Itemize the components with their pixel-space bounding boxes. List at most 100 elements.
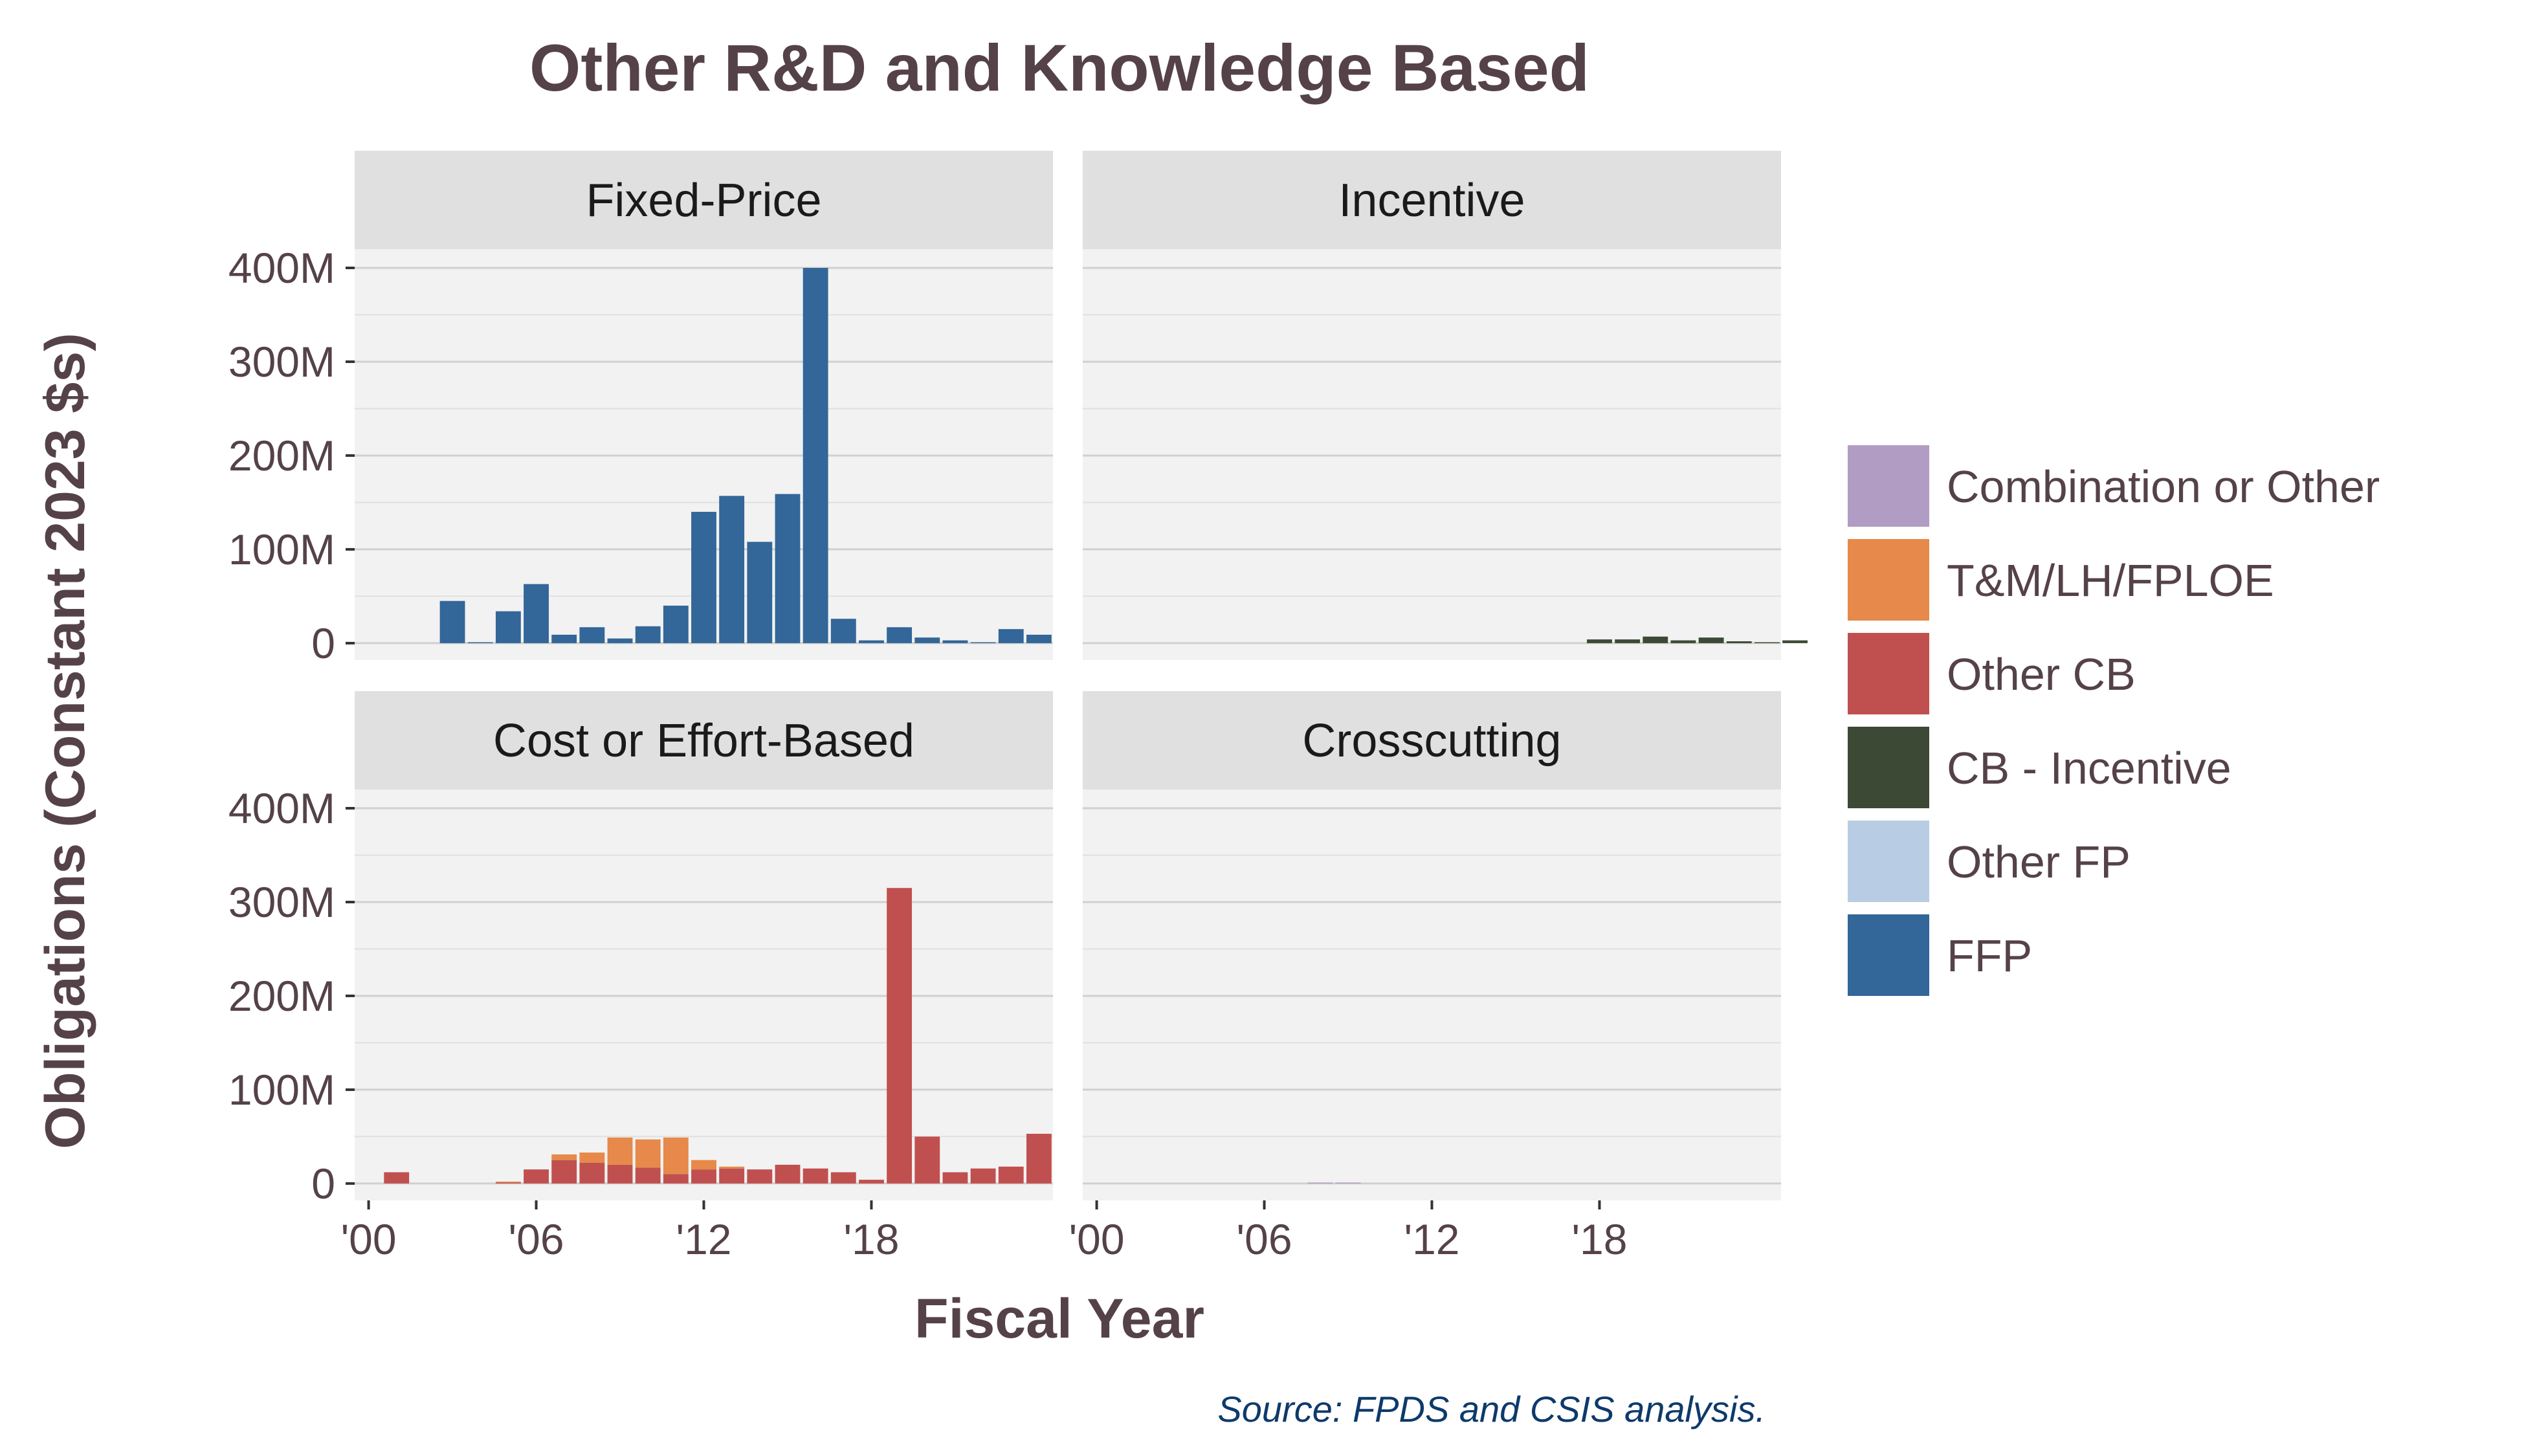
x-axis-title: Fiscal Year [914, 1288, 1204, 1350]
bar-cb-incentive-2022 [1698, 637, 1724, 643]
bar-other-cb-2013 [719, 1168, 745, 1184]
bar-other-cb-2015 [775, 1164, 801, 1184]
legend-label: Combination or Other [1947, 461, 2380, 512]
panel-strip [1083, 691, 1781, 789]
bar-ffp-2021 [942, 640, 968, 643]
bar-other-cb-2017 [830, 1172, 856, 1184]
bar-ffp-2006 [524, 584, 549, 643]
bar-other-cb-2022 [970, 1168, 996, 1184]
x-tick-label: '06 [1237, 1215, 1292, 1263]
bar-ffp-2018 [859, 640, 884, 643]
bar-other-cb-2010 [635, 1167, 661, 1184]
bar-cb-incentive-2025 [1782, 640, 1808, 643]
legend: Combination or Other T&M/LH/FPLOE Other CB… [1844, 441, 2380, 1000]
panel-strip [355, 691, 1053, 789]
legend-key-combination-or-other [1844, 441, 1933, 531]
chart-title: Other R&D and Knowledge Based [529, 31, 1589, 105]
bar-other-cb-2018 [859, 1180, 884, 1184]
source-caption: Source: FPDS and CSIS analysis. [1217, 1389, 1766, 1429]
bar-other-cb-2016 [803, 1168, 828, 1184]
legend-key-t-m-lh-fploe [1844, 535, 1933, 624]
facet-panels: Fixed-Price 0 100M 200M 300M 400M Incentive Cos… [228, 151, 1808, 1263]
bar-other-cb-2012 [691, 1169, 716, 1184]
bar-other-cb-2024 [1026, 1134, 1052, 1184]
panel-fixed-price: Fixed-Price 0 100M 200M 300M 400M [228, 151, 1053, 667]
legend-label: Other FP [1947, 837, 2131, 887]
bar-t-m-lh-fploe-2012 [691, 1160, 716, 1170]
bar-t-m-lh-fploe-2013 [719, 1166, 745, 1169]
panel-strip-label: Incentive [1338, 175, 1525, 226]
x-tick-label: '18 [1571, 1215, 1627, 1263]
bar-ffp-2012 [691, 511, 716, 643]
panel-strip [1083, 151, 1781, 249]
y-tick-label: 100M [228, 525, 335, 573]
legend-key-other-cb [1844, 629, 1933, 718]
legend-label: CB - Incentive [1947, 743, 2231, 793]
bar-other-cb-2011 [663, 1174, 689, 1184]
y-tick-label: 200M [228, 972, 335, 1020]
x-tick-label: '00 [1069, 1215, 1125, 1263]
bar-ffp-2003 [439, 601, 465, 643]
legend-label: FFP [1947, 931, 2032, 981]
bar-t-m-lh-fploe-2007 [551, 1154, 577, 1160]
bar-other-cb-2023 [998, 1166, 1024, 1184]
bar-ffp-2023 [998, 629, 1024, 643]
y-tick-label: 0 [311, 1160, 335, 1208]
panel-strip-label: Cost or Effort-Based [493, 715, 914, 767]
panel-strip-label: Crosscutting [1302, 715, 1561, 767]
bar-ffp-2011 [663, 605, 689, 643]
bar-ffp-2015 [775, 494, 801, 643]
bar-cb-incentive-2020 [1643, 636, 1668, 643]
bar-cb-incentive-2018 [1587, 639, 1612, 643]
bar-ffp-2009 [607, 638, 633, 643]
bar-cb-incentive-2019 [1615, 639, 1641, 643]
bar-other-cb-2020 [914, 1136, 940, 1184]
bar-ffp-2010 [635, 626, 661, 643]
panel-incentive: Incentive [1083, 151, 1808, 660]
panel-cost-or-effort-based: Cost or Effort-Based 0 100M 200M 300M 400M '00… [228, 691, 1053, 1263]
bar-cb-incentive-2023 [1726, 641, 1752, 643]
bar-ffp-2008 [579, 627, 605, 643]
bar-ffp-2020 [914, 637, 940, 643]
bar-t-m-lh-fploe-2010 [635, 1139, 661, 1168]
legend-key-cb-incentive [1844, 723, 1933, 812]
legend-label: T&M/LH/FPLOE [1947, 555, 2274, 606]
bar-ffp-2019 [887, 627, 913, 643]
bar-t-m-lh-fploe-2011 [663, 1137, 689, 1175]
bar-ffp-2014 [747, 542, 773, 643]
y-tick-label: 400M [228, 244, 335, 292]
legend-key-ffp [1844, 910, 1933, 1000]
bar-t-m-lh-fploe-2009 [607, 1137, 633, 1165]
bar-other-cb-2014 [747, 1169, 773, 1184]
bar-ffp-2004 [467, 642, 493, 643]
bar-ffp-2022 [970, 642, 996, 643]
bar-other-cb-2019 [887, 888, 913, 1184]
bar-other-cb-2001 [384, 1172, 410, 1184]
bar-ffp-2016 [803, 267, 828, 643]
bar-cb-incentive-2021 [1670, 640, 1696, 643]
x-tick-label: '06 [509, 1215, 564, 1263]
y-tick-label: 0 [311, 619, 335, 667]
bar-combination-or-other-2009 [1335, 1182, 1361, 1184]
panel-strip [355, 151, 1053, 249]
bar-other-cb-2009 [607, 1164, 633, 1184]
bar-other-cb-2007 [551, 1160, 577, 1184]
bar-ffp-2024 [1026, 634, 1052, 643]
bar-other-cb-2005 [495, 1182, 521, 1184]
x-tick-label: '12 [676, 1215, 731, 1263]
y-tick-label: 100M [228, 1066, 335, 1114]
y-axis-title: Obligations (Constant 2023 $s) [34, 333, 96, 1149]
legend-label: Other CB [1947, 649, 2136, 700]
y-tick-label: 400M [228, 784, 335, 832]
y-tick-label: 300M [228, 878, 335, 926]
bar-other-cb-2021 [942, 1172, 968, 1184]
panel-crosscutting: Crosscutting '00 '06 '12 '18 [1069, 691, 1781, 1263]
x-tick-label: '18 [843, 1215, 899, 1263]
x-tick-label: '00 [341, 1215, 397, 1263]
bar-ffp-2017 [830, 619, 856, 643]
bar-other-cb-2008 [579, 1163, 605, 1184]
bar-t-m-lh-fploe-2008 [579, 1153, 605, 1164]
bar-cb-incentive-2024 [1754, 642, 1780, 643]
y-tick-label: 200M [228, 432, 335, 480]
